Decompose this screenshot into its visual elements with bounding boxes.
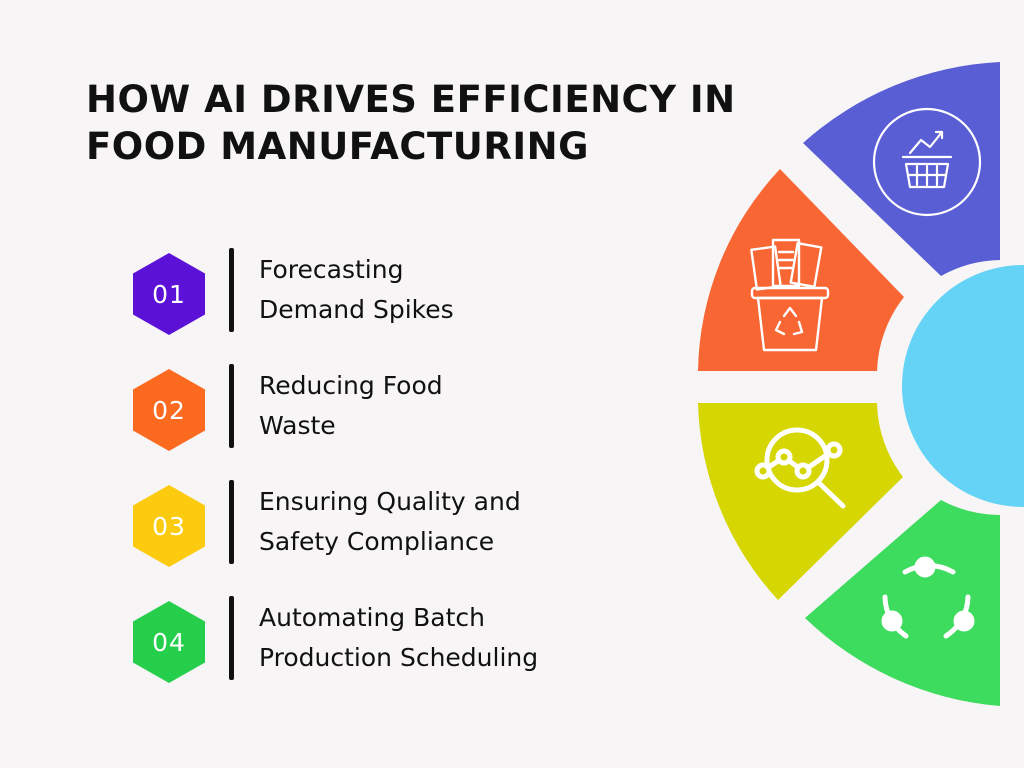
divider-2 bbox=[229, 364, 234, 448]
item-list: 01 Forecasting Demand Spikes 02 Reducing… bbox=[133, 248, 633, 688]
list-item-1: 01 Forecasting Demand Spikes bbox=[133, 248, 633, 340]
item-label-4-line2: Production Scheduling bbox=[259, 643, 539, 672]
item-label-3-line2: Safety Compliance bbox=[259, 527, 495, 556]
page-title: HOW AI DRIVES EFFICIENCY IN FOOD MANUFAC… bbox=[86, 78, 736, 168]
wheel-segment-4 bbox=[805, 500, 1000, 706]
divider-1 bbox=[229, 248, 234, 332]
divider-4 bbox=[229, 596, 234, 680]
recycling-bin-icon bbox=[750, 238, 830, 352]
item-number-1: 01 bbox=[152, 279, 186, 309]
hex-badge-4: 04 bbox=[133, 601, 205, 683]
item-label-1-line1: Forecasting bbox=[259, 255, 404, 284]
list-item-2: 02 Reducing Food Waste bbox=[133, 364, 633, 456]
item-label-3: Ensuring Quality and Safety Compliance bbox=[259, 482, 619, 562]
list-item-4: 04 Automating Batch Production Schedulin… bbox=[133, 596, 633, 688]
magnifier-analytics-icon bbox=[754, 427, 846, 509]
wheel-hub bbox=[902, 265, 1024, 507]
item-label-3-line1: Ensuring Quality and bbox=[259, 487, 521, 516]
item-label-2-line2: Waste bbox=[259, 411, 336, 440]
list-item-3: 03 Ensuring Quality and Safety Complianc… bbox=[133, 480, 633, 572]
shopping-basket-growth-icon bbox=[872, 107, 982, 217]
process-cycle-icon bbox=[881, 556, 975, 639]
item-label-2-line1: Reducing Food bbox=[259, 371, 443, 400]
wheel-segment-2 bbox=[698, 169, 904, 371]
item-label-4-line1: Automating Batch bbox=[259, 603, 485, 632]
item-number-4: 04 bbox=[152, 627, 186, 657]
divider-3 bbox=[229, 480, 234, 564]
wheel-segment-3 bbox=[698, 403, 903, 600]
item-number-3: 03 bbox=[152, 511, 186, 541]
item-number-2: 02 bbox=[152, 395, 186, 425]
item-label-1-line2: Demand Spikes bbox=[259, 295, 454, 324]
item-label-1: Forecasting Demand Spikes bbox=[259, 250, 619, 330]
item-label-4: Automating Batch Production Scheduling bbox=[259, 598, 619, 678]
item-label-2: Reducing Food Waste bbox=[259, 366, 619, 446]
